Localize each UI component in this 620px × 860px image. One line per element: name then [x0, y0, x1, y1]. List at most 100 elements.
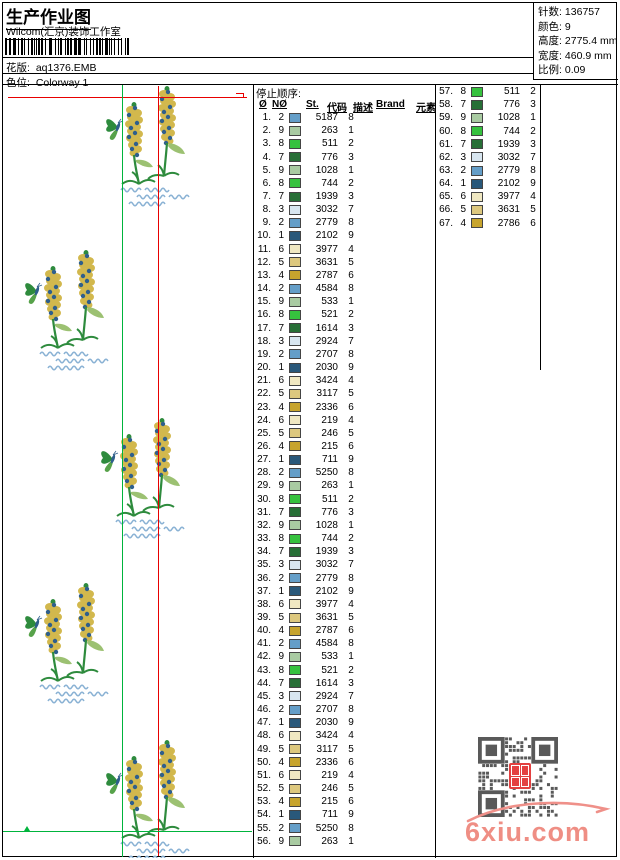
thread-color-swatch [289, 744, 301, 755]
thread-color-swatch [289, 283, 301, 294]
stop-row: 16. 8 521 2 [257, 309, 354, 321]
thread-color-swatch [289, 388, 301, 399]
stop-row: 24. 6 219 4 [257, 414, 354, 426]
stop-row: 9. 2 2779 8 [262, 217, 354, 229]
stop-row: 23. 4 2336 6 [257, 401, 354, 413]
stop-row: 1. 2 5187 8 [262, 112, 354, 124]
stop-row: 50. 4 2336 6 [257, 756, 354, 768]
thread-color-swatch [289, 520, 301, 531]
stop-row: 3. 8 511 2 [262, 138, 354, 150]
table-left-border [253, 84, 254, 858]
thread-color-swatch [289, 257, 301, 268]
stop-row: 65. 6 3977 4 [439, 191, 536, 203]
stop-row: 54. 1 711 9 [257, 809, 354, 821]
barcode [5, 38, 129, 55]
thread-color-swatch [471, 139, 483, 150]
stop-row: 61. 7 1939 3 [439, 138, 536, 150]
thread-color-swatch [289, 796, 301, 807]
stop-row: 48. 6 3424 4 [257, 730, 354, 742]
stop-row: 31. 7 776 3 [257, 506, 354, 518]
stop-row: 7. 7 1939 3 [262, 191, 354, 203]
col-header-desc: 描述 [353, 103, 373, 114]
stop-row: 21. 6 3424 4 [257, 375, 354, 387]
guide-line-green-horizontal [3, 831, 252, 832]
guide-line-red-horizontal [8, 97, 247, 98]
stop-row: 2. 9 263 1 [262, 125, 354, 137]
thread-color-swatch [289, 309, 301, 320]
watermark-swoosh [466, 801, 611, 823]
stop-row: 12. 5 3631 5 [257, 256, 354, 268]
stop-row: 6. 8 744 2 [262, 177, 354, 189]
thread-color-swatch [471, 112, 483, 123]
thread-color-swatch [289, 730, 301, 741]
stop-row: 57. 8 511 2 [439, 86, 536, 98]
stop-row: 33. 8 744 2 [257, 533, 354, 545]
stop-row: 20. 1 2030 9 [257, 362, 354, 374]
stop-row: 38. 6 3977 4 [257, 598, 354, 610]
thread-color-swatch [289, 836, 301, 847]
thread-color-swatch [471, 99, 483, 110]
stop-row: 42. 9 533 1 [257, 651, 354, 663]
guide-line-green-vertical [122, 85, 123, 857]
stop-row: 64. 1 2102 9 [439, 178, 536, 190]
thread-color-swatch [289, 599, 301, 610]
stop-row: 19. 2 2707 8 [257, 348, 354, 360]
end-marker-green [24, 826, 30, 831]
thread-color-swatch [289, 559, 301, 570]
thread-color-swatch [289, 467, 301, 478]
col-header-elem: 元素 [416, 103, 436, 114]
thread-color-swatch [289, 783, 301, 794]
stop-row: 58. 7 776 3 [439, 99, 536, 111]
header-body-divider [2, 84, 618, 85]
thread-color-swatch [289, 362, 301, 373]
thread-color-swatch [289, 704, 301, 715]
flower-motif-3 [100, 416, 186, 539]
thread-color-swatch [289, 546, 301, 557]
stop-sequence-title: 停止顺序: [256, 88, 301, 100]
flower-motif-4 [24, 581, 110, 704]
design-preview [24, 84, 191, 858]
stop-row: 32. 9 1028 1 [257, 519, 354, 531]
thread-color-swatch [289, 204, 301, 215]
col-header-seq: Ø [259, 99, 267, 110]
stop-row: 13. 4 2787 6 [257, 269, 354, 281]
thread-color-swatch [289, 152, 301, 163]
thread-color-swatch [289, 191, 301, 202]
stop-row: 18. 3 2924 7 [257, 335, 354, 347]
col-header-code: 代码 [327, 103, 347, 114]
thread-color-swatch [289, 336, 301, 347]
stop-row: 8. 3 3032 7 [262, 204, 354, 216]
thread-color-swatch [289, 349, 301, 360]
thread-color-swatch [289, 809, 301, 820]
stop-rows-col2: 57. 8 511 2 58. 7 776 3 59. 9 1028 1 60. 8 744 2 61. 7 193… [436, 85, 546, 230]
thread-color-swatch [289, 402, 301, 413]
start-marker-red-tick [243, 93, 244, 98]
stop-row: 63. 2 2779 8 [439, 165, 536, 177]
thread-color-swatch [289, 533, 301, 544]
stop-row: 55. 2 5250 8 [257, 822, 354, 834]
col-header-brand: Brand [376, 99, 405, 110]
stop-row: 66. 5 3631 5 [439, 204, 536, 216]
thread-color-swatch [471, 191, 483, 202]
studio-name: Wilcom(汇京)装饰工作室 [6, 26, 121, 40]
thread-color-swatch [289, 638, 301, 649]
stop-row: 40. 4 2787 6 [257, 625, 354, 637]
thread-color-swatch [289, 770, 301, 781]
start-marker-red [236, 93, 244, 94]
stop-row: 52. 5 246 5 [257, 783, 354, 795]
stop-row: 27. 1 711 9 [257, 454, 354, 466]
thread-color-swatch [289, 375, 301, 386]
table-right-divider [540, 84, 541, 370]
stop-row: 4. 7 776 3 [262, 151, 354, 163]
thread-color-swatch [289, 823, 301, 834]
thread-color-swatch [289, 217, 301, 228]
thread-color-swatch [289, 230, 301, 241]
thread-color-swatch [471, 152, 483, 163]
colorway-value: Colorway 1 [35, 77, 89, 89]
thread-color-swatch [289, 244, 301, 255]
thread-color-swatch [471, 178, 483, 189]
thread-color-swatch [289, 270, 301, 281]
stop-row: 62. 3 3032 7 [439, 151, 536, 163]
stop-row: 34. 7 1939 3 [257, 546, 354, 558]
info-row: 宽度: 460.9 mm [538, 49, 612, 62]
